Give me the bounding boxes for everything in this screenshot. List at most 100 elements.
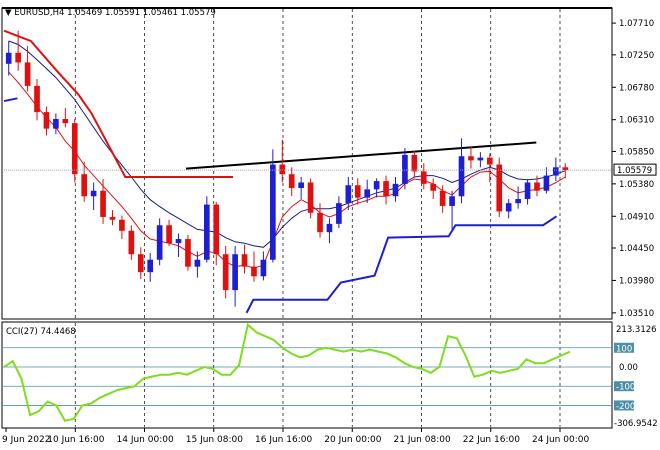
bearish-candle	[100, 179, 106, 224]
candle-body	[251, 266, 257, 277]
candle-body	[241, 254, 248, 267]
candle-body	[449, 196, 455, 206]
bearish-candle	[128, 225, 135, 260]
bearish-candle	[288, 167, 295, 197]
bullish-candle	[364, 179, 371, 204]
candle-body	[496, 164, 503, 212]
candle-body	[402, 154, 408, 184]
y-tick-label: 1.04910	[619, 212, 654, 222]
bullish-candle	[298, 176, 304, 200]
red-trailing-stop	[3, 29, 234, 178]
bullish-candle	[477, 152, 484, 168]
cci-level-label: -200	[616, 402, 635, 412]
bullish-candle	[270, 149, 276, 263]
candle-body	[373, 181, 380, 190]
bearish-candle	[34, 78, 40, 121]
candle-body	[166, 225, 172, 244]
candle-body	[288, 174, 295, 188]
main-chart-header: ▼ EURUSD,H4 1.05469 1.05591 1.05461 1.05…	[5, 8, 216, 18]
bullish-candle	[553, 157, 559, 182]
x-tick-label: 15 Jun 08:00	[186, 435, 243, 445]
bullish-candle	[345, 176, 352, 211]
candle-body	[486, 157, 493, 165]
candle-body	[260, 259, 267, 277]
bearish-candle	[430, 178, 437, 200]
bullish-candle	[203, 196, 210, 263]
candle-body	[185, 239, 191, 267]
bullish-candle	[515, 186, 521, 209]
candle-body	[194, 259, 201, 267]
blue-trailing-stop	[245, 215, 558, 314]
candle-body	[119, 219, 125, 231]
candle-body	[213, 204, 220, 255]
x-tick-label: 16 Jun 16:00	[255, 435, 312, 445]
candle-body	[307, 182, 314, 213]
bullish-candle	[5, 41, 12, 76]
candle-body	[468, 156, 474, 161]
candle-body	[279, 164, 286, 175]
bullish-candle	[524, 179, 531, 205]
candle-body	[515, 199, 521, 204]
candle-body	[392, 183, 399, 197]
x-tick-label: 21 Jun 08:00	[394, 435, 451, 445]
bearish-candle	[222, 245, 229, 299]
bullish-candle	[402, 147, 408, 190]
x-tick-label: 24 Jun 00:00	[532, 435, 589, 445]
y-tick-label: 1.07710	[619, 19, 654, 29]
bearish-candle	[317, 203, 323, 238]
moving-averages	[8, 40, 566, 269]
bearish-candle	[213, 201, 220, 266]
y-tick-label: 1.03510	[619, 309, 654, 319]
cci-level-tag	[614, 400, 634, 411]
candle-body	[553, 167, 559, 176]
bullish-candle	[449, 190, 455, 230]
cci-level-label: -100	[616, 383, 635, 393]
x-tick-label: 20 Jun 00:00	[324, 435, 381, 445]
current-price-tag: 1.05579	[613, 163, 657, 176]
bearish-candle	[43, 106, 50, 136]
x-tick-label: 14 Jun 00:00	[117, 435, 174, 445]
bullish-candle	[505, 199, 512, 219]
candle-body	[81, 174, 88, 197]
bearish-candle	[119, 215, 125, 240]
candle-body	[383, 181, 389, 197]
blue-trailing-stop-early	[3, 97, 18, 103]
cci-level-tag	[614, 381, 634, 392]
y-tick-label: 1.05380	[619, 180, 654, 190]
x-tick-label: 9 Jun 2022	[2, 435, 50, 445]
resistance-trendline	[185, 141, 537, 170]
candle-body	[270, 164, 276, 260]
candle-body	[354, 185, 361, 198]
candle-body	[505, 203, 512, 212]
candle-body	[364, 189, 371, 198]
bullish-candle	[90, 182, 97, 211]
candle-body	[562, 167, 569, 171]
cci-level-lines	[3, 347, 611, 406]
cci-level-tag	[614, 342, 634, 353]
candle-body	[458, 156, 465, 197]
candle-body	[345, 185, 352, 204]
candle-body	[298, 182, 304, 188]
y-tick-label: 1.04450	[619, 244, 654, 254]
y-tick-label: 1.06310	[619, 116, 654, 126]
bullish-candle	[543, 167, 550, 194]
bearish-candle	[496, 157, 503, 217]
candle-body	[53, 119, 59, 129]
slow-moving-average	[8, 40, 566, 248]
cci-header: CCI(27) 74.4468	[6, 327, 76, 337]
bullish-candle	[232, 245, 238, 307]
y-tick-label: 1.06780	[619, 83, 654, 93]
candle-body	[222, 254, 229, 291]
candle-body	[203, 204, 210, 260]
bullish-candle	[53, 113, 59, 135]
bullish-candle	[373, 178, 380, 198]
bullish-candle	[458, 138, 465, 204]
bearish-candle	[24, 45, 31, 92]
bearish-candle	[486, 153, 493, 183]
y-tick-label: 1.05850	[619, 147, 654, 157]
candle-body	[43, 112, 50, 129]
candle-body	[156, 225, 163, 260]
cci-line-layer	[3, 322, 571, 422]
candle-body	[326, 223, 333, 233]
